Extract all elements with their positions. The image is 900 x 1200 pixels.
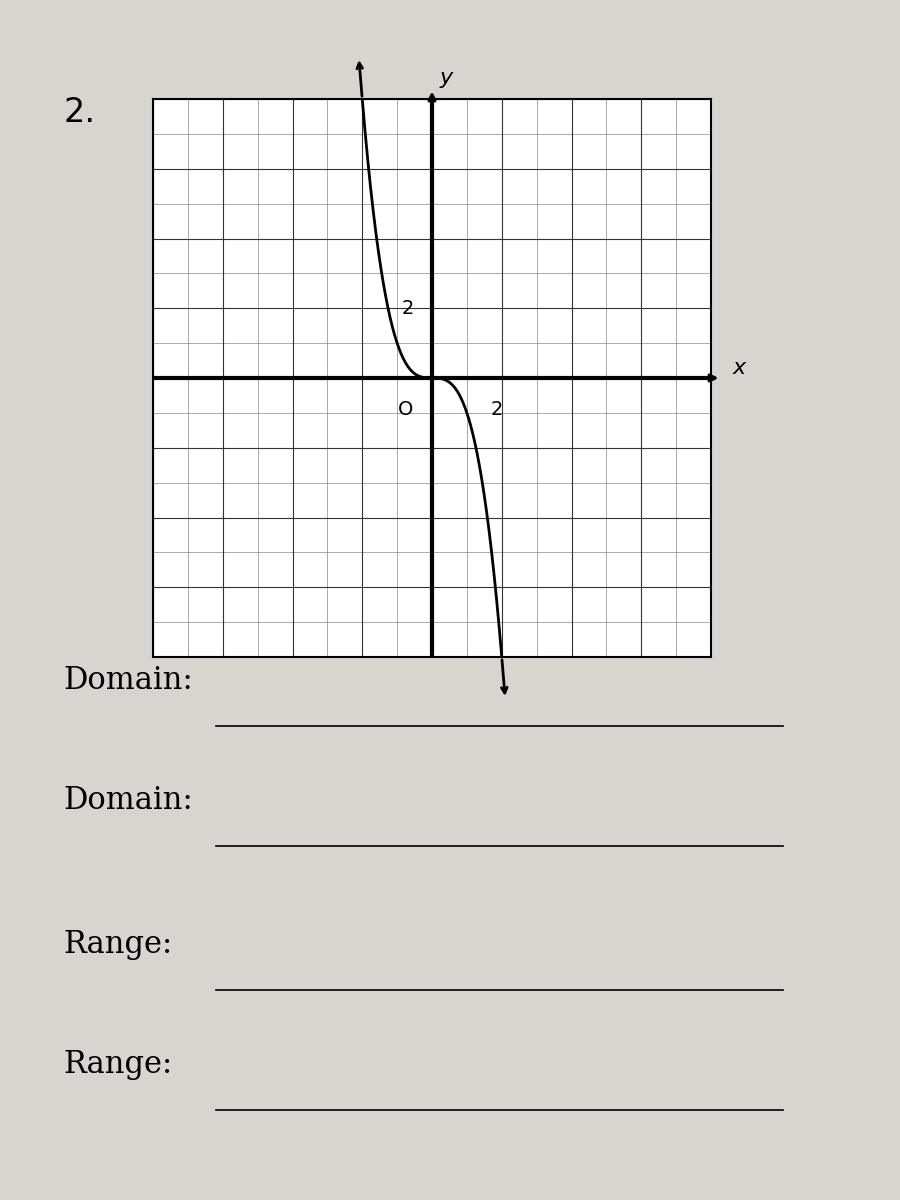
- Text: 2: 2: [491, 400, 503, 419]
- Text: 2.: 2.: [63, 96, 95, 128]
- Text: O: O: [398, 400, 413, 419]
- Text: y: y: [439, 68, 453, 88]
- Text: Range:: Range:: [63, 1049, 172, 1080]
- Text: Domain:: Domain:: [63, 785, 193, 816]
- Text: x: x: [733, 358, 745, 378]
- Text: Range:: Range:: [63, 929, 172, 960]
- Text: Domain:: Domain:: [63, 665, 193, 696]
- Text: 2: 2: [401, 299, 414, 318]
